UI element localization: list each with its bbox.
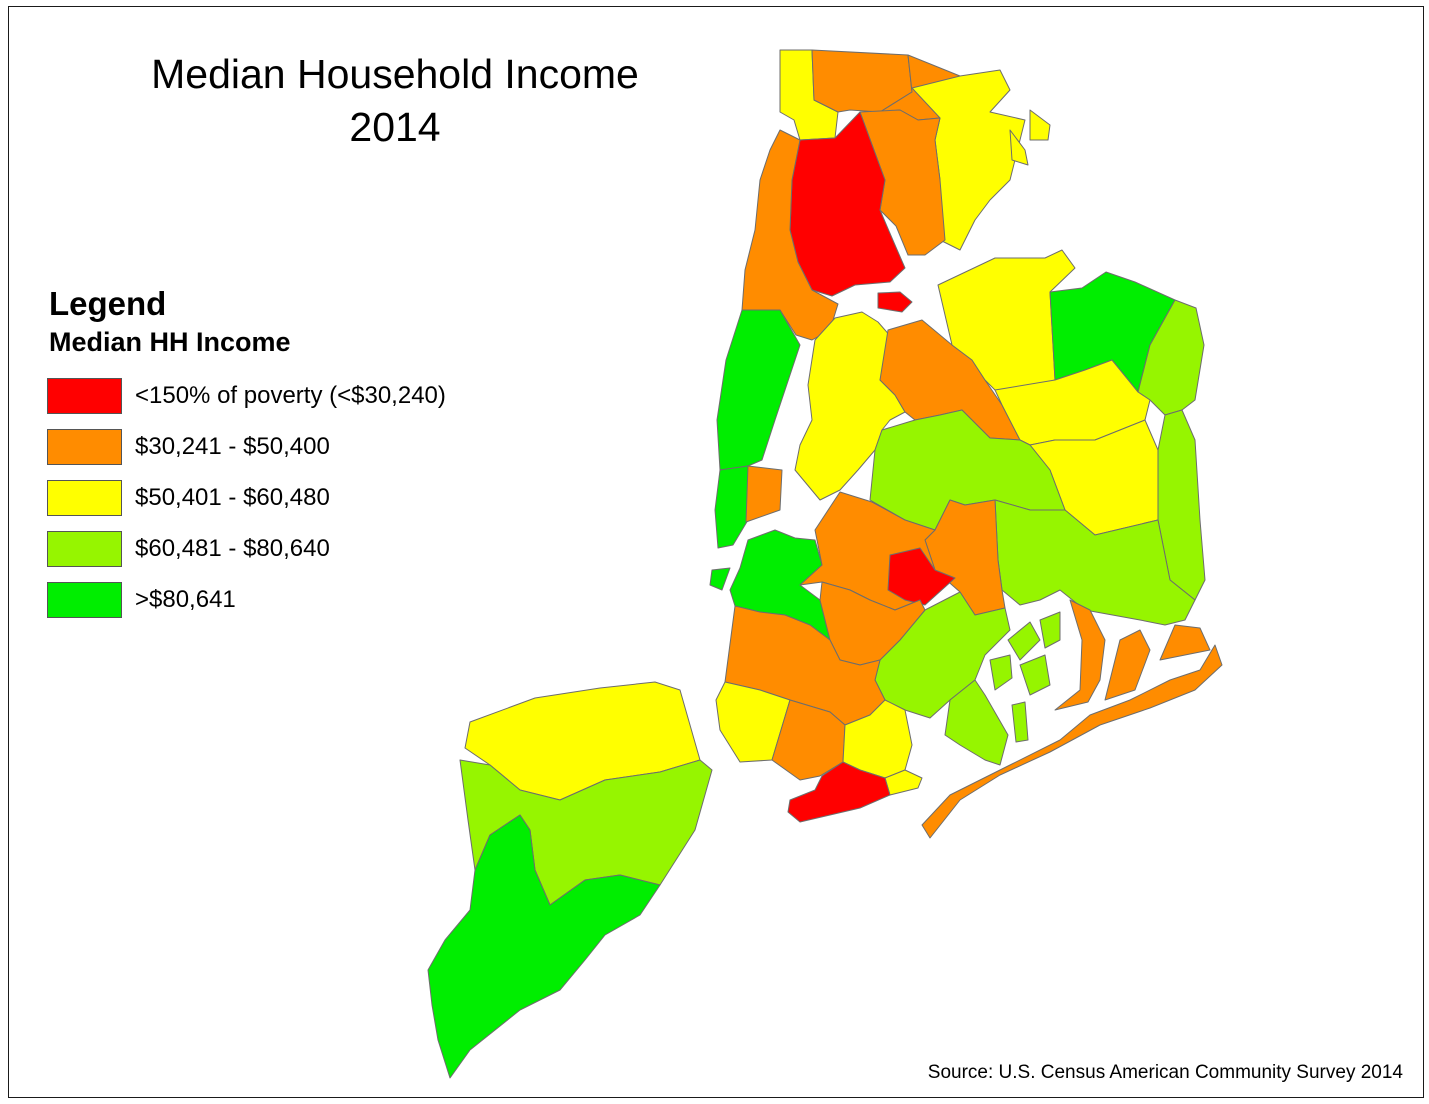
legend-label: >$80,641 bbox=[135, 585, 236, 613]
district-region bbox=[745, 465, 783, 523]
district-region bbox=[794, 311, 906, 501]
legend-swatch bbox=[47, 581, 122, 618]
legend-item-middle: $50,401 - $60,480 bbox=[47, 472, 446, 523]
legend-item-poverty: <150% of poverty (<$30,240) bbox=[47, 370, 446, 421]
district-region bbox=[714, 465, 749, 549]
district-region bbox=[1011, 701, 1029, 743]
district-region bbox=[944, 679, 1009, 766]
district-region bbox=[709, 567, 731, 591]
legend-swatch bbox=[47, 377, 122, 414]
legend-subheading: Median HH Income bbox=[49, 327, 291, 357]
district-region bbox=[1009, 129, 1029, 166]
district-region bbox=[715, 681, 791, 763]
district-region bbox=[994, 499, 1196, 626]
legend-item-high: >$80,641 bbox=[47, 574, 446, 625]
legend-label: $60,481 - $80,640 bbox=[135, 534, 330, 562]
district-region bbox=[1054, 599, 1106, 711]
district-region bbox=[716, 309, 801, 471]
map-title-year: 2014 bbox=[349, 104, 441, 150]
district-region bbox=[741, 129, 839, 341]
legend-item-low: $30,241 - $50,400 bbox=[47, 421, 446, 472]
district-region bbox=[1019, 654, 1051, 696]
district-region bbox=[771, 699, 846, 781]
legend-swatch bbox=[47, 479, 122, 516]
legend-swatch bbox=[47, 428, 122, 465]
district-region bbox=[1029, 109, 1051, 141]
legend-label: $30,241 - $50,400 bbox=[135, 432, 330, 460]
source-note: Source: U.S. Census American Community S… bbox=[927, 1062, 1403, 1083]
legend-heading: Legend bbox=[49, 285, 167, 322]
district-region bbox=[989, 654, 1013, 691]
district-region bbox=[1039, 611, 1061, 649]
district-region bbox=[427, 814, 661, 1079]
legend: Legend Median HH Income <150% of poverty… bbox=[47, 285, 446, 625]
legend-swatch bbox=[47, 530, 122, 567]
legend-label: $50,401 - $60,480 bbox=[135, 483, 330, 511]
district-region bbox=[887, 547, 956, 606]
district-region bbox=[921, 644, 1223, 839]
district-region bbox=[1104, 629, 1151, 701]
legend-label: <150% of poverty (<$30,240) bbox=[135, 381, 446, 409]
district-region bbox=[787, 761, 891, 823]
map-title-line1: Median Household Income bbox=[151, 51, 639, 97]
district-region bbox=[1159, 624, 1211, 661]
legend-item-upper-middle: $60,481 - $80,640 bbox=[47, 523, 446, 574]
map-title: Median Household Income 2014 bbox=[70, 48, 720, 154]
district-region bbox=[1007, 621, 1041, 661]
district-region bbox=[877, 291, 913, 313]
